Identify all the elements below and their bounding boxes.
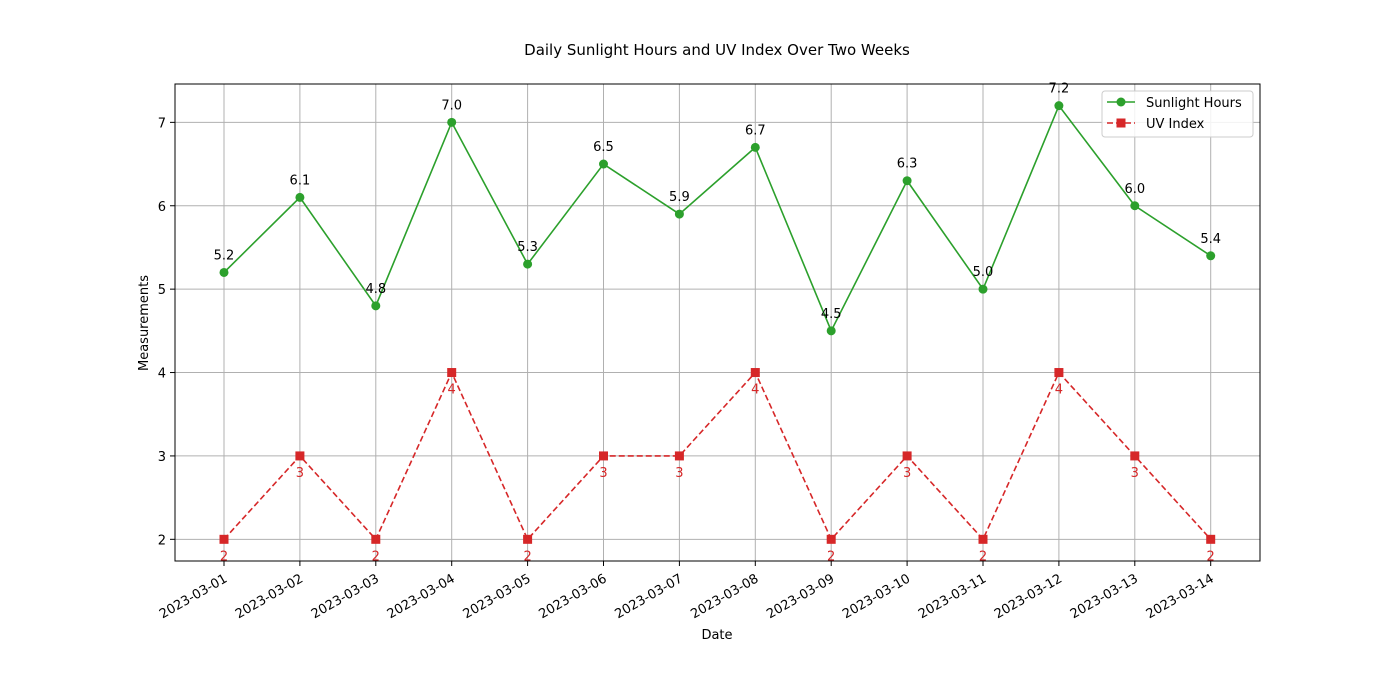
- data-point-marker: [978, 284, 988, 294]
- data-point-marker: [1054, 368, 1064, 378]
- y-tick-label: 2: [158, 533, 166, 548]
- data-point-marker: [219, 534, 229, 544]
- data-label: 2: [1207, 549, 1215, 564]
- y-tick-label: 7: [158, 116, 166, 131]
- data-point-marker: [750, 368, 760, 378]
- data-point-marker: [295, 192, 305, 202]
- data-point-marker: [978, 534, 988, 544]
- data-point-marker: [1054, 101, 1064, 111]
- data-label: 3: [903, 466, 911, 481]
- data-point-marker: [295, 451, 305, 461]
- data-point-marker: [523, 534, 533, 544]
- data-point-marker: [826, 534, 836, 544]
- data-label: 5.2: [214, 248, 235, 263]
- series-line: [223, 104, 1212, 333]
- data-point-marker: [826, 326, 836, 336]
- data-label: 2: [220, 549, 228, 564]
- data-point-marker: [447, 117, 457, 127]
- data-label: 6.7: [745, 123, 766, 138]
- data-label: 3: [296, 466, 304, 481]
- data-label: 5.4: [1200, 232, 1221, 247]
- data-label: 4: [1055, 383, 1063, 398]
- data-label: 2: [827, 549, 835, 564]
- data-label: 4: [448, 383, 456, 398]
- y-tick-label: 5: [158, 283, 166, 298]
- data-point-marker: [750, 142, 760, 152]
- data-point-marker: [1206, 534, 1216, 544]
- y-tick-label: 3: [158, 450, 166, 465]
- legend-label: UV Index: [1146, 117, 1205, 132]
- data-label: 5.9: [669, 190, 690, 205]
- data-point-marker: [1130, 201, 1140, 211]
- series-layer: 5.2 6.1 4.8 7.0 5.3 6.5 5.9 6.7 4.5 6.3 5.0 7.2 6.0 5…: [214, 82, 1221, 565]
- x-axis-label: Date: [701, 628, 732, 643]
- data-point-marker: [902, 176, 912, 186]
- series-line: [223, 370, 1212, 541]
- y-tick-label: 4: [158, 367, 166, 382]
- data-point-marker: [371, 301, 381, 311]
- data-point-marker: [219, 267, 229, 277]
- data-point-marker: [674, 209, 684, 219]
- legend-box: [1101, 90, 1254, 138]
- data-label: 7.0: [441, 98, 462, 113]
- data-label: 3: [675, 466, 683, 481]
- data-point-marker: [674, 451, 684, 461]
- data-point-marker: [599, 451, 608, 461]
- data-label: 3: [1131, 466, 1139, 481]
- data-label: 4.8: [365, 282, 386, 297]
- data-point-marker: [371, 534, 381, 544]
- grid: [175, 84, 1260, 561]
- data-label: 6.3: [897, 157, 918, 172]
- legend-marker: [1116, 118, 1126, 128]
- legend-label: Sunlight Hours: [1146, 96, 1242, 111]
- data-label: 6.0: [1124, 182, 1145, 197]
- data-label: 2: [979, 549, 987, 564]
- data-point-marker: [523, 259, 533, 269]
- data-label: 5.3: [517, 240, 538, 255]
- legend: Sunlight Hours UV Index: [1101, 90, 1254, 138]
- chart-title: Daily Sunlight Hours and UV Index Over T…: [524, 41, 910, 59]
- y-axis-label: Measurements: [137, 275, 152, 371]
- legend-marker: [1116, 97, 1126, 107]
- data-label: 5.0: [973, 265, 994, 280]
- data-label: 7.2: [1049, 82, 1070, 97]
- data-point-marker: [1206, 251, 1216, 261]
- data-label: 3: [599, 466, 607, 481]
- y-tick-label: 6: [158, 200, 166, 215]
- data-label: 6.5: [593, 140, 614, 155]
- data-label: 4: [751, 383, 759, 398]
- data-label: 6.1: [290, 173, 311, 188]
- data-label: 2: [523, 549, 531, 564]
- data-label: 2: [372, 549, 380, 564]
- data-label: 4.5: [821, 307, 842, 322]
- plot-area-frame: [174, 83, 1261, 562]
- data-point-marker: [902, 451, 912, 461]
- data-point-marker: [447, 368, 457, 378]
- data-point-marker: [599, 159, 608, 169]
- data-point-marker: [1130, 451, 1140, 461]
